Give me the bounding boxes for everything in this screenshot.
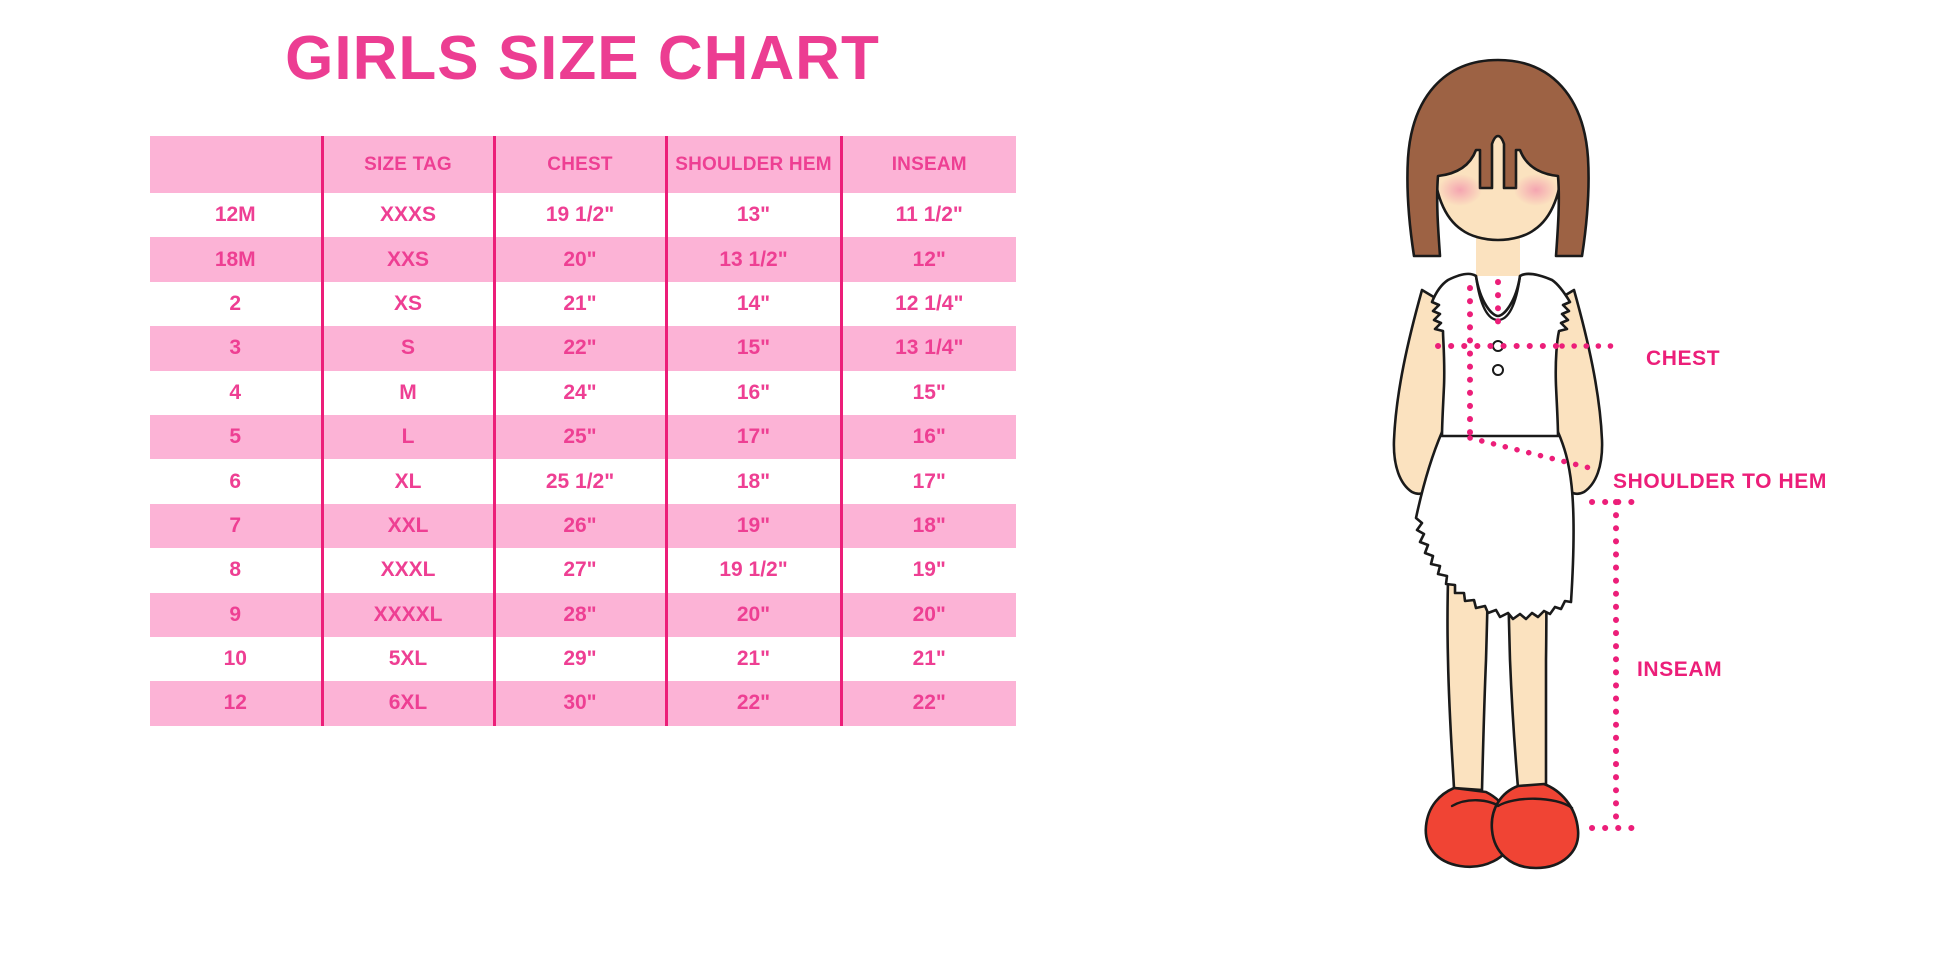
cell-shoulder-hem: 15"	[664, 326, 841, 371]
cell-size-tag: XXXXL	[320, 592, 494, 637]
cell-shoulder-hem: 13"	[664, 193, 841, 238]
cell-inseam: 19"	[839, 548, 1016, 593]
table-row: 9 XXXXL 28" 20" 20"	[150, 592, 1016, 637]
cell-chest: 26"	[492, 503, 666, 549]
cell-inseam: 16"	[839, 414, 1016, 460]
table-row: 7 XXL 26" 19" 18"	[150, 503, 1016, 549]
top-garment	[1430, 272, 1572, 438]
cell-shoulder-hem: 22"	[664, 681, 841, 726]
cell-chest: 22"	[492, 326, 666, 371]
table-row: 5 L 25" 17" 16"	[150, 414, 1016, 460]
cell-size-tag: XXXS	[320, 193, 494, 238]
cell-inseam: 17"	[839, 459, 1016, 504]
cell-shoulder-hem: 19"	[664, 503, 841, 549]
cell-chest: 29"	[492, 636, 666, 682]
cell-size-tag: XXS	[320, 237, 494, 282]
cell-shoulder-hem: 18"	[664, 459, 841, 504]
table-body: 12M XXXS 19 1/2" 13" 11 1/2" 18M XXS 20" 13 1/2"…	[150, 193, 1016, 726]
table-row: 10 5XL 29" 21" 21"	[150, 636, 1016, 682]
table-header: SIZE TAG CHEST SHOULDER HEM INSEAM	[150, 136, 1016, 193]
cell-chest: 21"	[492, 281, 666, 327]
table-row: 3 S 22" 15" 13 1/4"	[150, 326, 1016, 371]
cell-size: 8	[150, 548, 322, 593]
cell-size: 2	[150, 281, 322, 327]
column-header-chest: CHEST	[492, 136, 666, 193]
table-row: 4 M 24" 16" 15"	[150, 370, 1016, 415]
cell-size: 3	[150, 326, 322, 371]
table-row: 12M XXXS 19 1/2" 13" 11 1/2"	[150, 193, 1016, 238]
right-shoe-strap	[1496, 797, 1574, 810]
size-chart-table: SIZE TAG CHEST SHOULDER HEM INSEAM 12M XX…	[150, 136, 1016, 726]
cell-chest: 24"	[492, 370, 666, 415]
column-header-inseam: INSEAM	[839, 136, 1016, 193]
column-header-size	[150, 136, 322, 193]
table-header-row: SIZE TAG CHEST SHOULDER HEM INSEAM	[150, 136, 1016, 193]
label-chest: CHEST	[1646, 347, 1721, 370]
cell-inseam: 18"	[839, 503, 1016, 549]
cell-inseam: 12"	[839, 237, 1016, 282]
table-row: 8 XXXL 27" 19 1/2" 19"	[150, 548, 1016, 593]
cell-inseam: 22"	[839, 681, 1016, 726]
cell-size-tag: M	[320, 370, 494, 415]
cell-inseam: 21"	[839, 636, 1016, 682]
cell-shoulder-hem: 14"	[664, 281, 841, 327]
table-row: 2 XS 21" 14" 12 1/4"	[150, 281, 1016, 327]
cell-size-tag: XS	[320, 281, 494, 327]
label-shoulder-to-hem: SHOULDER TO HEM	[1613, 470, 1827, 493]
table-row: 12 6XL 30" 22" 22"	[150, 681, 1016, 726]
cell-size-tag: XXXL	[320, 548, 494, 593]
cell-shoulder-hem: 17"	[664, 414, 841, 460]
cell-size-tag: S	[320, 326, 494, 371]
cell-shoulder-hem: 20"	[664, 592, 841, 637]
cell-chest: 30"	[492, 681, 666, 726]
cell-size: 12M	[150, 193, 322, 238]
cell-size-tag: L	[320, 414, 494, 460]
cell-size: 18M	[150, 237, 322, 282]
cell-shoulder-hem: 16"	[664, 370, 841, 415]
girl-figure-illustration	[1330, 40, 1660, 930]
cell-inseam: 15"	[839, 370, 1016, 415]
table-row: 6 XL 25 1/2" 18" 17"	[150, 459, 1016, 504]
skirt	[1414, 430, 1575, 621]
hair	[1406, 58, 1590, 258]
cell-shoulder-hem: 13 1/2"	[664, 237, 841, 282]
cell-size-tag: 6XL	[320, 681, 494, 726]
cell-chest: 25"	[492, 414, 666, 460]
cell-size: 12	[150, 681, 322, 726]
right-shoe	[1490, 782, 1580, 870]
cell-inseam: 20"	[839, 592, 1016, 637]
left-cheek	[1438, 174, 1482, 206]
cell-chest: 28"	[492, 592, 666, 637]
cell-chest: 25 1/2"	[492, 459, 666, 504]
cell-inseam: 12 1/4"	[839, 281, 1016, 327]
cell-size-tag: XL	[320, 459, 494, 504]
cell-size: 4	[150, 370, 322, 415]
cell-shoulder-hem: 19 1/2"	[664, 548, 841, 593]
cell-inseam: 13 1/4"	[839, 326, 1016, 371]
cell-size: 10	[150, 636, 322, 682]
right-cheek	[1514, 174, 1558, 206]
column-header-shoulder-hem: SHOULDER HEM	[664, 136, 841, 193]
page-title: GIRLS SIZE CHART	[285, 24, 880, 93]
cell-size: 6	[150, 459, 322, 504]
column-header-size-tag: SIZE TAG	[320, 136, 494, 193]
cell-shoulder-hem: 21"	[664, 636, 841, 682]
shoulder-hem-leader-line	[1467, 435, 1601, 473]
label-inseam: INSEAM	[1637, 658, 1723, 681]
cell-size: 9	[150, 592, 322, 637]
cell-chest: 27"	[492, 548, 666, 593]
cell-size-tag: 5XL	[320, 636, 494, 682]
cell-size: 5	[150, 414, 322, 460]
cell-chest: 19 1/2"	[492, 193, 666, 238]
cell-inseam: 11 1/2"	[839, 193, 1016, 238]
cell-size: 7	[150, 503, 322, 549]
table-row: 18M XXS 20" 13 1/2" 12"	[150, 237, 1016, 282]
cell-chest: 20"	[492, 237, 666, 282]
button-lower	[1492, 364, 1504, 376]
cell-size-tag: XXL	[320, 503, 494, 549]
